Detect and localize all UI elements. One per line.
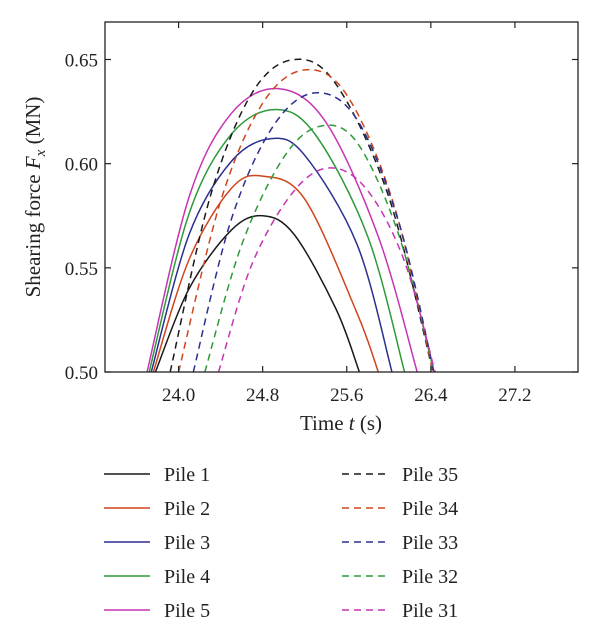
legend-label: Pile 4 (164, 566, 210, 588)
legend-label: Pile 32 (402, 566, 458, 588)
x-tick-label: 25.6 (330, 385, 363, 406)
series-line-pile-35 (169, 58, 434, 372)
legend-label: Pile 5 (164, 600, 210, 622)
legend-label: Pile 33 (402, 532, 458, 554)
series-line-pile-4 (148, 108, 406, 372)
series-line-pile-32 (204, 124, 435, 372)
y-tick-label: 0.60 (65, 155, 98, 176)
legend-label: Pile 34 (402, 498, 458, 520)
x-tick-label: 24.0 (162, 385, 195, 406)
x-tick-label: 26.4 (414, 385, 448, 406)
x-axis-title: Time t (s) (300, 411, 382, 435)
legend: Pile 1 Pile 2 Pile 3 Pile 4 Pile 5 Pile 35 Pil… (104, 464, 458, 622)
series-line-pile-5 (146, 87, 418, 372)
series-line-pile-2 (152, 174, 379, 372)
series-line-pile-1 (154, 214, 361, 372)
series-line-pile-3 (150, 137, 393, 372)
y-tick-label: 0.50 (65, 363, 98, 384)
legend-label: Pile 2 (164, 498, 210, 520)
y-tick-label: 0.55 (65, 259, 98, 280)
series-line-pile-33 (192, 92, 435, 372)
legend-label: Pile 35 (402, 464, 458, 486)
y-axis-title: Shearing force Fx (MN) (21, 97, 49, 298)
series-layer (146, 58, 436, 372)
axis-ticks (105, 22, 578, 373)
legend-label: Pile 31 (402, 600, 458, 622)
legend-label: Pile 1 (164, 464, 210, 486)
x-tick-label: 24.8 (246, 385, 279, 406)
x-tick-label: 27.2 (498, 385, 531, 406)
tick-labels: 24.0 24.8 25.6 26.4 27.2 0.50 0.55 0.60 0.65 (65, 51, 532, 407)
legend-label: Pile 3 (164, 532, 210, 554)
series-line-pile-34 (177, 68, 434, 372)
series-line-pile-31 (217, 167, 436, 372)
y-tick-label: 0.65 (65, 51, 98, 72)
plot-frame (104, 21, 579, 373)
